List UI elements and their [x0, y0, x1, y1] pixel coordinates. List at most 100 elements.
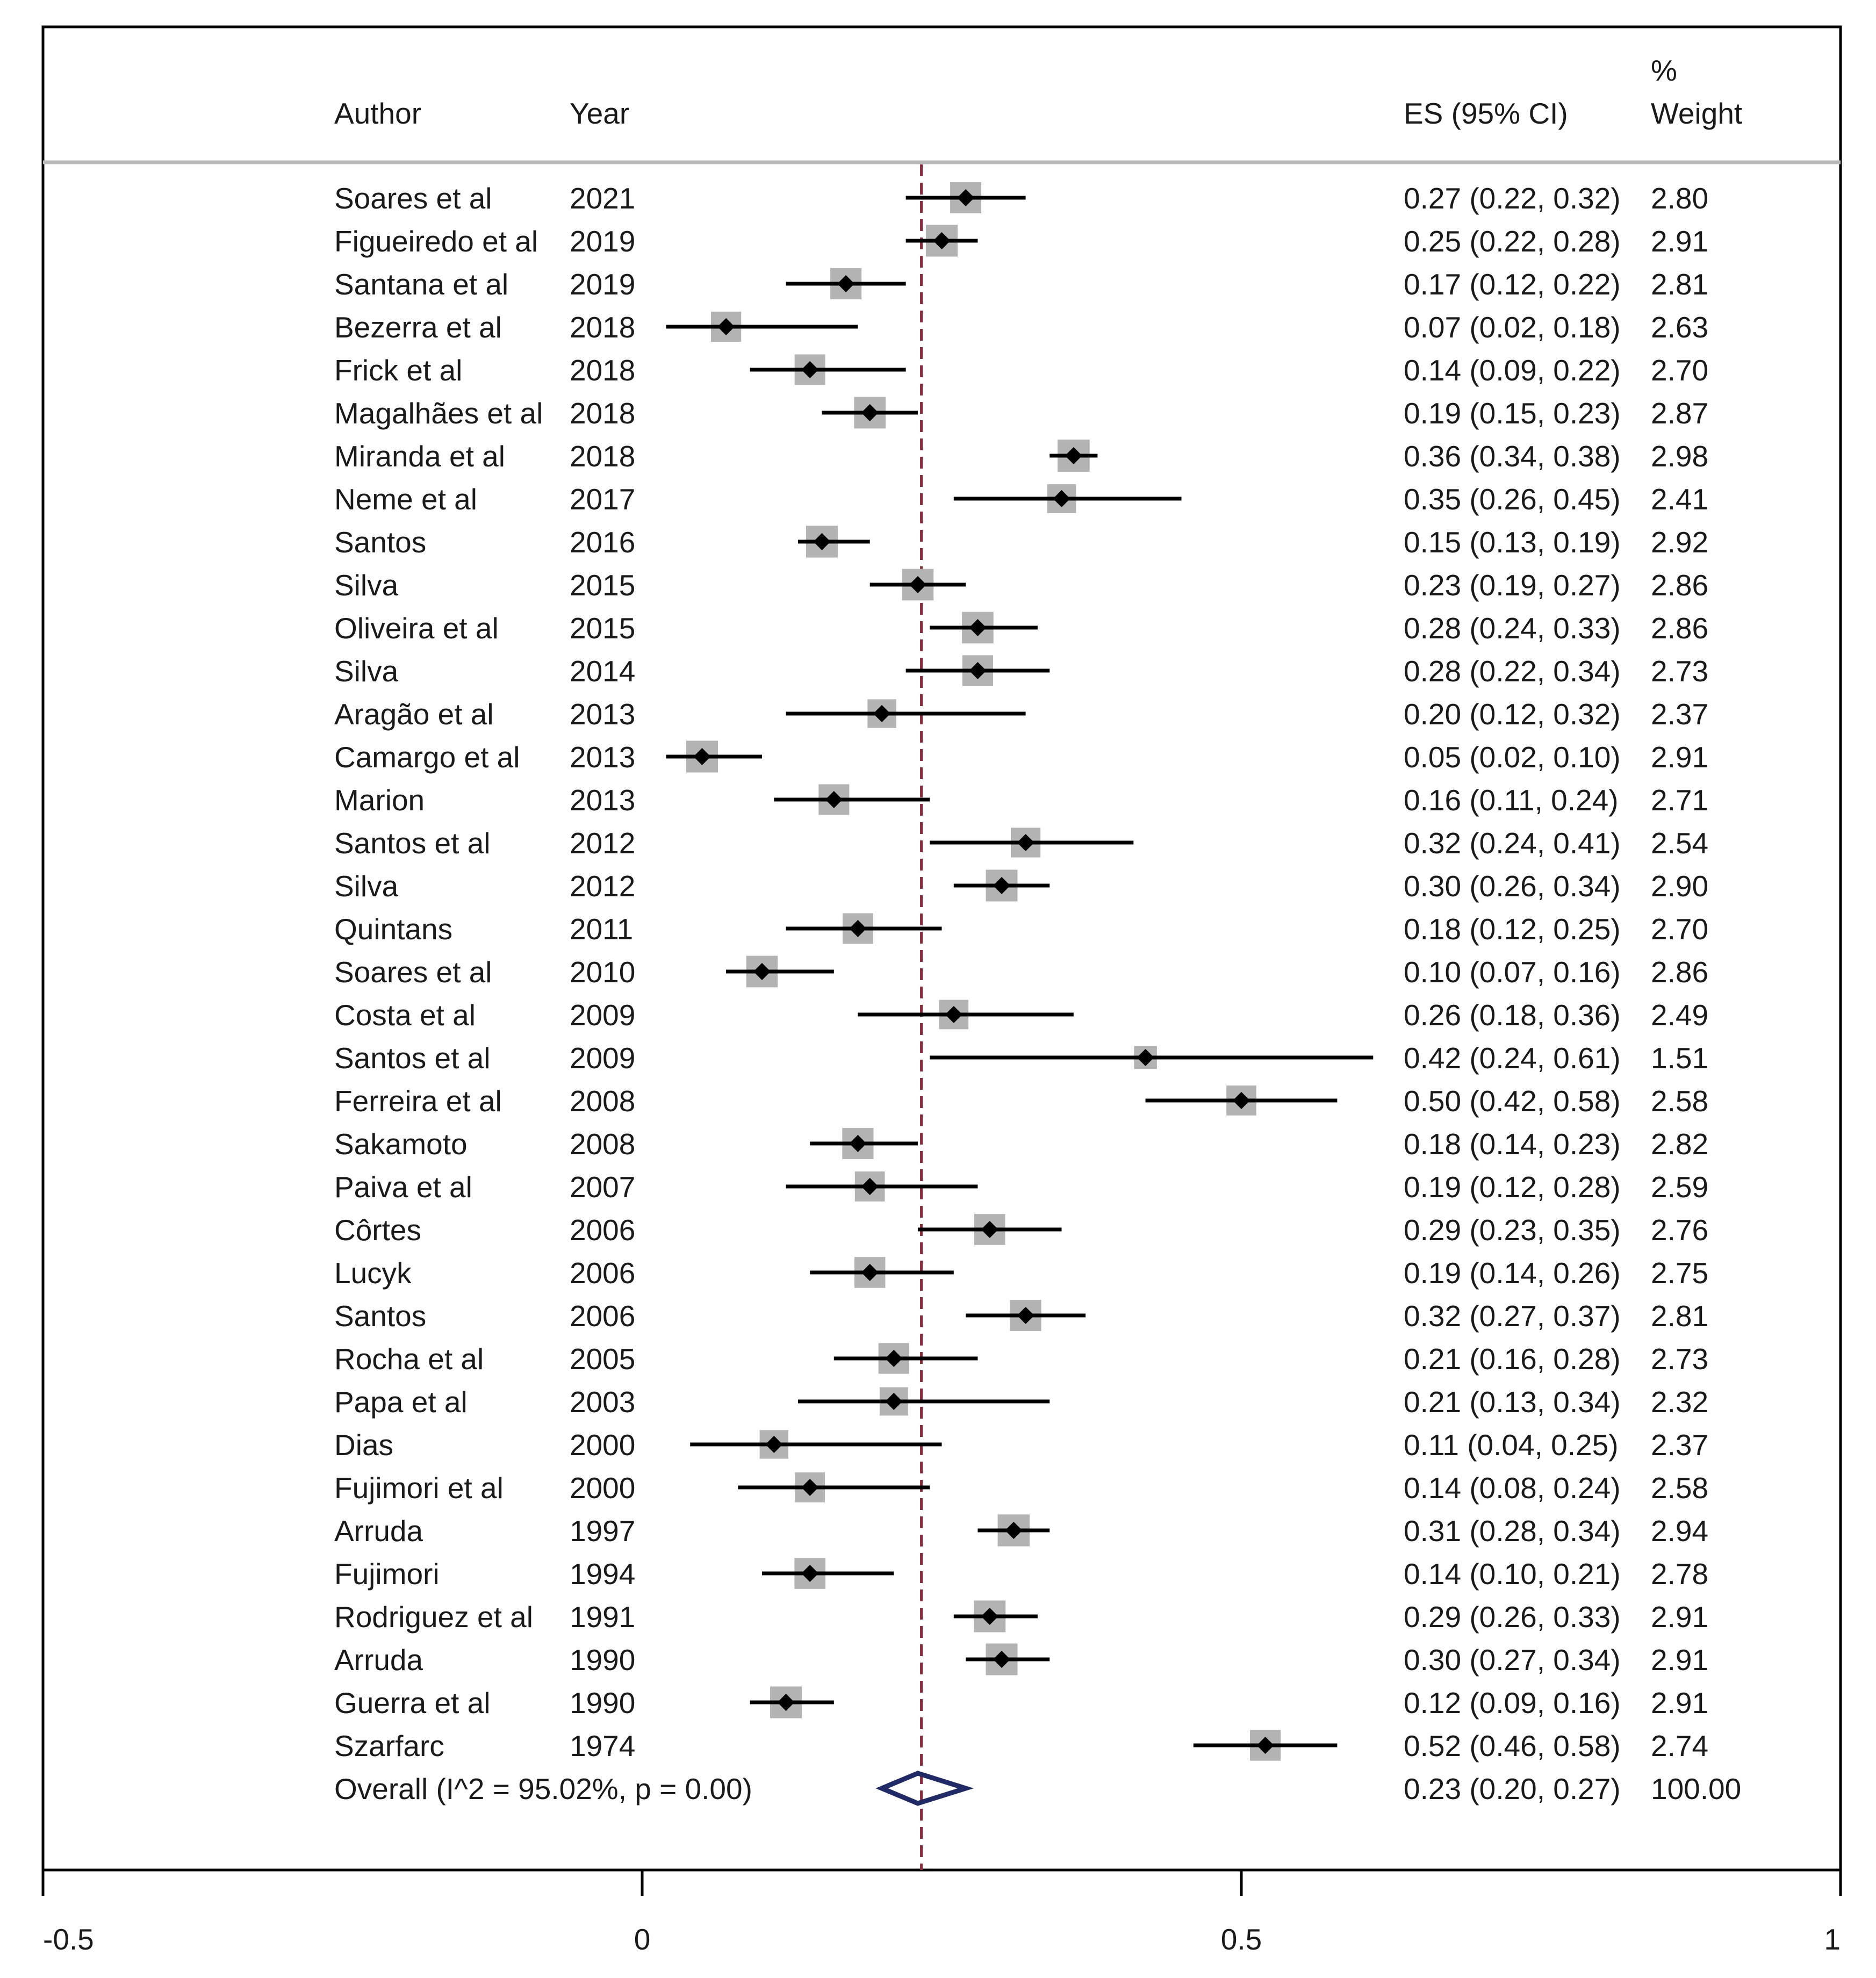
study-year: 1974 — [570, 1729, 635, 1763]
overall-es-ci: 0.23 (0.20, 0.27) — [1404, 1772, 1621, 1806]
study-row: Santos 2006 0.32 (0.27, 0.37) 2.81 — [334, 1299, 1708, 1333]
study-es-ci: 0.25 (0.22, 0.28) — [1404, 225, 1621, 258]
study-row: Frick et al 2018 0.14 (0.09, 0.22) 2.70 — [334, 354, 1708, 387]
study-es-ci: 0.27 (0.22, 0.32) — [1404, 182, 1621, 215]
study-row: Arruda 1990 0.30 (0.27, 0.34) 2.91 — [334, 1643, 1708, 1677]
point-estimate — [1233, 1092, 1250, 1109]
study-weight: 2.87 — [1651, 397, 1708, 430]
study-weight: 2.81 — [1651, 1299, 1708, 1333]
study-author: Silva — [334, 654, 399, 688]
point-estimate — [801, 1565, 819, 1582]
header-es: ES (95% CI) — [1404, 97, 1568, 130]
study-row: Quintans 2011 0.18 (0.12, 0.25) 2.70 — [334, 912, 1708, 946]
study-weight: 2.78 — [1651, 1557, 1708, 1591]
point-estimate — [1137, 1049, 1154, 1066]
point-estimate — [861, 1178, 879, 1195]
study-es-ci: 0.12 (0.09, 0.16) — [1404, 1686, 1621, 1720]
study-year: 2015 — [570, 612, 635, 645]
study-row: Côrtes 2006 0.29 (0.23, 0.35) 2.76 — [334, 1213, 1708, 1247]
study-row: Soares et al 2010 0.10 (0.07, 0.16) 2.86 — [334, 955, 1708, 989]
point-estimate — [1005, 1522, 1023, 1539]
study-year: 2011 — [570, 912, 633, 946]
study-es-ci: 0.42 (0.24, 0.61) — [1404, 1041, 1621, 1075]
study-weight: 2.71 — [1651, 783, 1708, 817]
study-year: 1994 — [570, 1557, 635, 1591]
study-es-ci: 0.36 (0.34, 0.38) — [1404, 440, 1621, 473]
point-estimate — [777, 1694, 795, 1711]
point-estimate — [801, 1479, 819, 1496]
study-year: 2008 — [570, 1084, 635, 1118]
study-row: Bezerra et al 2018 0.07 (0.02, 0.18) 2.63 — [334, 311, 1708, 344]
study-author: Santos — [334, 1299, 426, 1333]
study-weight: 2.73 — [1651, 1342, 1708, 1376]
study-es-ci: 0.18 (0.12, 0.25) — [1404, 912, 1621, 946]
study-weight: 2.58 — [1651, 1471, 1708, 1505]
study-row: Sakamoto 2008 0.18 (0.14, 0.23) 2.82 — [334, 1127, 1708, 1161]
study-weight: 2.63 — [1651, 311, 1708, 344]
point-estimate — [957, 189, 975, 206]
x-tick-label: -0.5 — [43, 1923, 94, 1956]
study-author: Ferreira et al — [334, 1084, 502, 1118]
study-year: 2019 — [570, 225, 635, 258]
study-es-ci: 0.29 (0.23, 0.35) — [1404, 1213, 1621, 1247]
study-year: 2007 — [570, 1170, 635, 1204]
point-estimate — [969, 662, 987, 679]
point-estimate — [969, 619, 987, 636]
header-year: Year — [570, 97, 629, 130]
study-author: Silva — [334, 569, 399, 602]
study-weight: 2.86 — [1651, 955, 1708, 989]
study-row: Guerra et al 1990 0.12 (0.09, 0.16) 2.91 — [334, 1686, 1708, 1720]
study-es-ci: 0.50 (0.42, 0.58) — [1404, 1084, 1621, 1118]
header-weight: Weight — [1651, 97, 1742, 130]
study-weight: 2.94 — [1651, 1514, 1708, 1548]
point-estimate — [825, 791, 843, 808]
study-author: Fujimori et al — [334, 1471, 504, 1505]
study-es-ci: 0.19 (0.15, 0.23) — [1404, 397, 1621, 430]
study-weight: 2.86 — [1651, 612, 1708, 645]
study-author: Arruda — [334, 1514, 423, 1548]
study-author: Paiva et al — [334, 1170, 472, 1204]
point-estimate — [765, 1436, 783, 1453]
study-row: Arruda 1997 0.31 (0.28, 0.34) 2.94 — [334, 1514, 1708, 1548]
study-year: 1997 — [570, 1514, 635, 1548]
study-es-ci: 0.14 (0.09, 0.22) — [1404, 354, 1621, 387]
point-estimate — [849, 1135, 867, 1152]
point-estimate — [993, 1651, 1010, 1668]
study-author: Sakamoto — [334, 1127, 468, 1161]
study-row: Silva 2012 0.30 (0.26, 0.34) 2.90 — [334, 869, 1708, 903]
study-es-ci: 0.07 (0.02, 0.18) — [1404, 311, 1621, 344]
study-weight: 2.75 — [1651, 1256, 1708, 1290]
study-author: Neme et al — [334, 483, 477, 516]
study-author: Rodriguez et al — [334, 1600, 533, 1634]
study-row: Rocha et al 2005 0.21 (0.16, 0.28) 2.73 — [334, 1342, 1708, 1376]
point-estimate — [873, 705, 890, 722]
study-es-ci: 0.17 (0.12, 0.22) — [1404, 268, 1621, 301]
point-estimate — [885, 1393, 903, 1410]
study-weight: 2.54 — [1651, 826, 1708, 860]
study-weight: 2.37 — [1651, 697, 1708, 731]
study-row: Oliveira et al 2015 0.28 (0.24, 0.33) 2.86 — [334, 612, 1708, 645]
study-author: Soares et al — [334, 955, 492, 989]
study-es-ci: 0.30 (0.27, 0.34) — [1404, 1643, 1621, 1677]
point-estimate — [1017, 1307, 1034, 1324]
point-estimate — [693, 748, 711, 765]
study-row: Lucyk 2006 0.19 (0.14, 0.26) 2.75 — [334, 1256, 1708, 1290]
study-year: 2000 — [570, 1471, 635, 1505]
study-es-ci: 0.14 (0.10, 0.21) — [1404, 1557, 1621, 1591]
overall-label: Overall (I^2 = 95.02%, p = 0.00) — [334, 1772, 752, 1806]
overall-weight: 100.00 — [1651, 1772, 1741, 1806]
point-estimate — [885, 1350, 903, 1367]
study-weight: 2.37 — [1651, 1428, 1708, 1462]
study-weight: 2.91 — [1651, 1686, 1708, 1720]
study-es-ci: 0.28 (0.24, 0.33) — [1404, 612, 1621, 645]
study-es-ci: 0.18 (0.14, 0.23) — [1404, 1127, 1621, 1161]
overall-row: Overall (I^2 = 95.02%, p = 0.00) 0.23 (0.… — [334, 1771, 1741, 1806]
study-year: 2009 — [570, 1041, 635, 1075]
study-year: 1990 — [570, 1686, 635, 1720]
study-weight: 2.91 — [1651, 225, 1708, 258]
point-estimate — [993, 877, 1010, 894]
study-es-ci: 0.05 (0.02, 0.10) — [1404, 740, 1621, 774]
study-es-ci: 0.21 (0.16, 0.28) — [1404, 1342, 1621, 1376]
study-row: Papa et al 2003 0.21 (0.13, 0.34) 2.32 — [334, 1385, 1708, 1419]
study-year: 2006 — [570, 1256, 635, 1290]
